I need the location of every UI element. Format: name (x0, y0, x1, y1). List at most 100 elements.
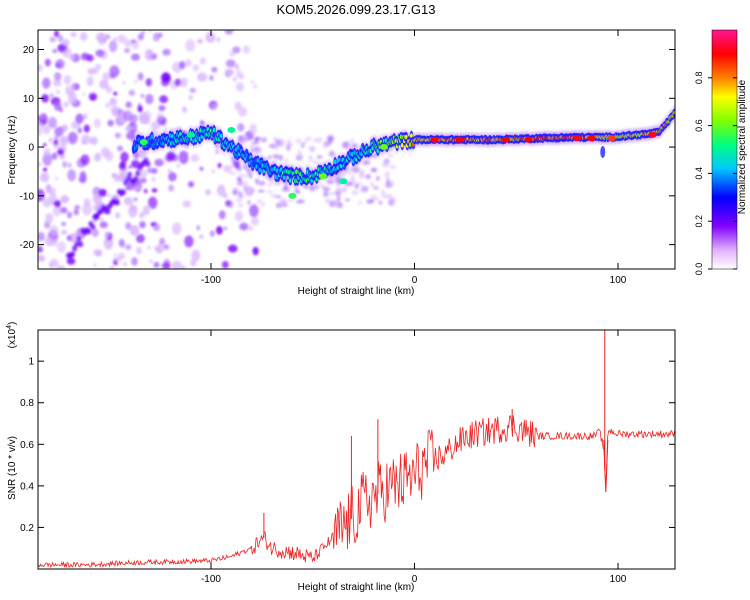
noise-blob (104, 231, 110, 238)
noise-blob (142, 205, 151, 216)
noise-blob (314, 185, 319, 190)
noise-blob (144, 48, 154, 61)
noise-blob (83, 198, 91, 207)
snr-x-tick-label: 100 (610, 574, 627, 585)
noise-blob (387, 193, 393, 200)
noise-blob (345, 170, 352, 175)
noise-blob (215, 148, 220, 155)
noise-blob (294, 188, 301, 194)
spectrogram-x-tick-label: -100 (201, 275, 221, 286)
snr-x-label: Height of straight line (km) (298, 582, 415, 593)
ridge-hotspot (288, 192, 297, 199)
noise-blob (268, 154, 272, 160)
noise-blob (59, 135, 69, 146)
noise-blob (151, 188, 158, 193)
snr-frame-bg (38, 330, 675, 569)
noise-blob (113, 37, 117, 42)
snr-line (38, 415, 675, 569)
noise-blob (225, 199, 232, 207)
noise-blob (123, 38, 133, 48)
noise-blob (149, 259, 153, 263)
noise-blob (322, 144, 329, 149)
noise-blob (197, 72, 208, 82)
ridge-core-mark (256, 158, 260, 163)
noise-blob (43, 125, 51, 135)
noise-blob (39, 113, 48, 125)
noise-blob (82, 92, 86, 96)
noise-blob (159, 237, 166, 246)
noise-blob (212, 104, 217, 111)
noise-blob (288, 198, 295, 203)
noise-blob (312, 160, 319, 164)
noise-blob (48, 137, 53, 143)
snr-y-label: SNR (10 * v/v) (7, 436, 18, 500)
noise-blob (211, 66, 218, 73)
noise-blob (116, 145, 124, 152)
noise-blob (324, 198, 332, 204)
snr-y-tick-label: 0.6 (20, 440, 34, 451)
noise-blob (215, 225, 223, 235)
noise-blob (370, 181, 374, 188)
noise-blob (272, 154, 280, 159)
noise-blob (389, 164, 397, 169)
spectrogram-marks (38, 30, 675, 269)
noise-blob (326, 179, 335, 185)
noise-blob (323, 190, 329, 198)
noise-blob (56, 148, 65, 156)
noise-blob (242, 181, 249, 188)
noise-blob (239, 222, 249, 231)
spectrogram-frame (37, 29, 676, 270)
noise-blob (211, 169, 215, 174)
noise-blob (234, 63, 240, 71)
snr-y-tick-label: 0.8 (20, 398, 34, 409)
noise-blob (126, 131, 136, 140)
noise-blob (190, 154, 200, 162)
noise-blob (151, 167, 158, 174)
noise-blob (42, 77, 51, 89)
noise-blob (370, 194, 377, 201)
colorbar: 0.0 0.2 0.4 0.6 0.8 Normalized spectral ampl… (694, 29, 748, 275)
noise-blob (223, 164, 232, 173)
noise-blob (97, 33, 105, 44)
noise-blob (113, 173, 120, 183)
noise-blob (336, 196, 341, 202)
noise-blob (235, 82, 245, 92)
noise-blob (179, 61, 186, 70)
noise-blob (73, 208, 79, 216)
noise-blob (384, 171, 391, 178)
noise-blob (141, 177, 147, 184)
noise-streak (120, 189, 126, 196)
noise-blob (243, 163, 249, 171)
noise-blob (122, 262, 128, 266)
noise-blob (79, 173, 87, 184)
noise-blob (98, 188, 107, 197)
noise-blob (248, 226, 253, 231)
noise-blob (61, 229, 67, 235)
noise-streak (70, 251, 76, 258)
noise-blob (266, 183, 274, 187)
noise-blob (303, 139, 307, 145)
noise-blob (93, 263, 97, 267)
ridge-notch (600, 145, 606, 158)
noise-blob (38, 122, 44, 136)
noise-blob (283, 158, 290, 163)
noise-blob (60, 195, 70, 204)
noise-blob (108, 40, 118, 53)
noise-blob (322, 186, 331, 191)
noise-blob (229, 50, 236, 57)
noise-blob (55, 59, 65, 70)
noise-blob (90, 94, 96, 102)
noise-blob (225, 59, 236, 68)
ridge-core-mark (288, 178, 292, 183)
noise-blob (345, 198, 350, 202)
noise-blob (249, 187, 253, 191)
snr-x-tick-label: 0 (412, 574, 418, 585)
spectrogram-y-label: Frequency (Hz) (7, 116, 18, 185)
noise-blob (114, 132, 122, 139)
ridge-hotspot (587, 135, 596, 142)
noise-blob (139, 212, 144, 219)
noise-blob (57, 241, 66, 253)
noise-blob (153, 261, 160, 268)
noise-blob (185, 58, 192, 67)
noise-blob (188, 95, 194, 100)
